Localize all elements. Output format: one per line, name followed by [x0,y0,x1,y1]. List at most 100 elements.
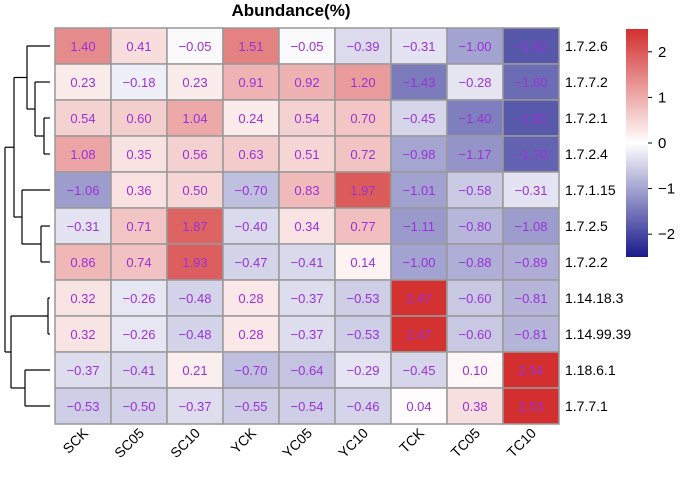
column-label: TC10 [504,425,540,461]
column-label: YC10 [335,425,371,461]
cell-value-label: −0.98 [403,147,436,162]
cell-value-label: −0.60 [459,291,492,306]
heatmap-cell [390,315,448,353]
cell-value-label: 0.23 [70,75,95,90]
heatmap-cell [278,387,336,425]
heatmap-cell [222,27,280,65]
heatmap-cell [446,243,504,281]
cell-value-label: −1.40 [459,111,492,126]
heatmap-cell [222,387,280,425]
cell-value-label: −0.39 [347,39,380,54]
cell-value-label: 2.53 [518,399,543,414]
cell-value-label: 0.21 [182,363,207,378]
cell-value-label: −0.47 [235,255,268,270]
cell-value-label: −0.41 [291,255,324,270]
cell-value-label: −0.60 [459,327,492,342]
cell-value-label: −1.00 [459,39,492,54]
heatmap-cell [110,135,168,173]
row-label: 1.7.2.4 [565,146,608,162]
cell-value-label: 0.91 [238,75,263,90]
cell-value-label: −0.48 [179,327,212,342]
colorbar-tick-label: 0 [658,135,666,152]
column-label: SC10 [167,425,203,461]
row-label: 1.7.1.15 [565,182,616,198]
cell-value-label: −0.88 [459,255,492,270]
cell-value-label: −0.28 [459,75,492,90]
cell-value-label: 0.72 [350,147,375,162]
cell-value-label: 1.51 [238,39,263,54]
column-label: YC05 [279,425,315,461]
heatmap-cell [502,387,560,425]
heatmap-cell [502,351,560,389]
heatmap-cell [278,279,336,317]
row-label: 1.14.18.3 [565,290,624,306]
cell-value-label: −1.60 [515,75,548,90]
heatmap-cell [446,207,504,245]
cell-value-label: −0.05 [179,39,212,54]
cell-value-label: 2.54 [518,363,543,378]
column-label: SC05 [111,425,147,461]
cell-value-label: −0.81 [515,291,548,306]
cell-value-label: 0.51 [294,147,319,162]
heatmap-cell [166,99,224,137]
column-labels: SCK SC05 SC10 YCK YC05 YC10 TCK TC05 TC10 [59,424,539,461]
cell-value-label: −0.05 [291,39,324,54]
cell-value-label: −0.37 [291,327,324,342]
cell-value-label: 0.36 [126,183,151,198]
cell-value-label: 0.50 [182,183,207,198]
cell-value-label: −1.08 [515,219,548,234]
cell-value-label: −1.11 [403,219,435,234]
cell-value-label: −0.26 [123,327,156,342]
cell-value-label: 0.23 [182,75,207,90]
heatmap-cell [222,63,280,101]
cell-value-label: −0.54 [291,399,324,414]
heatmap-cell [110,207,168,245]
row-labels: 1.7.2.6 1.7.7.2 1.7.2.1 1.7.2.4 1.7.1.15 1.7.… [565,38,631,414]
cell-value-label: −0.58 [459,183,492,198]
cell-value-label: 0.77 [350,219,375,234]
cell-value-label: 0.14 [350,255,375,270]
cell-value-label: −0.26 [123,291,156,306]
cell-value-label: 0.74 [126,255,151,270]
cell-value-label: −0.53 [67,399,100,414]
column-label: YCK [227,424,259,456]
cell-value-label: 0.41 [126,39,151,54]
heatmap-cell [166,63,224,101]
row-label: 1.7.2.5 [565,218,608,234]
cell-value-label: 0.54 [70,111,95,126]
colorbar-tick-label: 1 [658,89,666,106]
heatmap-cell [166,351,224,389]
cell-value-label: 1.93 [182,255,207,270]
cell-value-label: 0.35 [126,147,151,162]
cell-value-label: −0.81 [515,327,548,342]
chart-title: Abundance(%) [232,1,351,20]
cell-value-label: −1.17 [459,147,492,162]
cell-value-label: 1.87 [182,219,207,234]
heatmap-cell [166,171,224,209]
heatmap-cell [502,243,560,281]
cell-value-label: 0.10 [462,363,487,378]
cell-value-label: 1.04 [182,111,207,126]
cell-value-label: −1.70 [515,147,548,162]
heatmap-cell [334,279,392,317]
colorbar-tick-label: −1 [658,181,675,198]
cell-value-label: −0.29 [347,363,380,378]
cell-value-label: 0.70 [350,111,375,126]
row-dendrogram [4,45,50,407]
cell-value-label: −0.37 [179,399,212,414]
heatmap-cell [54,351,112,389]
cell-value-label: 1.40 [70,39,95,54]
heatmap-cell [502,207,560,245]
heatmap-cell [334,27,392,65]
column-label: TCK [396,424,428,456]
heatmap-cell [390,243,448,281]
heatmap-cell [110,171,168,209]
cell-value-label: −0.46 [347,399,380,414]
heatmap-cell [334,387,392,425]
cell-value-label: 0.63 [238,147,263,162]
row-label: 1.7.2.6 [565,38,608,54]
cell-value-label: 2.47 [406,327,431,342]
cell-value-label: −0.53 [347,291,380,306]
cell-value-label: −0.45 [403,363,436,378]
cell-value-label: 0.24 [238,111,263,126]
